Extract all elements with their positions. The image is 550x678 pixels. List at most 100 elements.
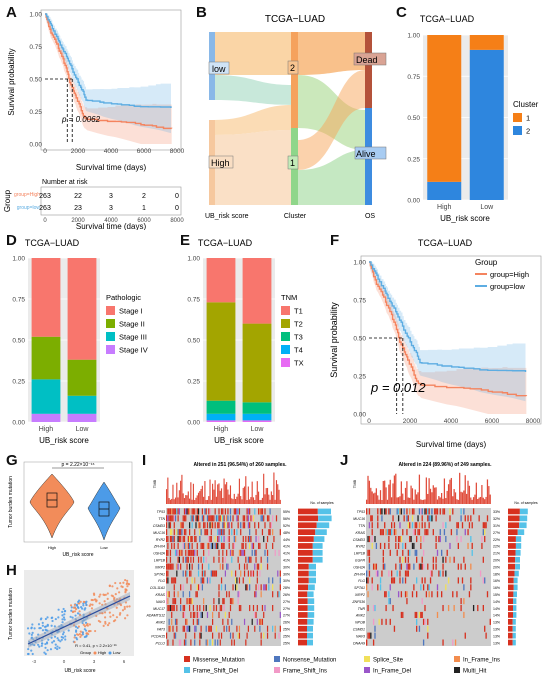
gene-label: DNAH9 — [353, 641, 365, 645]
mutation-cell — [422, 549, 425, 556]
tmb-bar — [242, 487, 244, 504]
y-tick-label: 1.00 — [12, 256, 25, 263]
mutation-cell — [445, 522, 447, 529]
mutation-cell — [223, 598, 225, 605]
mutation-cell — [169, 563, 172, 570]
mutation-cell — [218, 611, 220, 618]
scatter-point — [126, 614, 129, 617]
mutation-cell — [251, 515, 253, 522]
mutation-cell — [185, 556, 187, 563]
mutation-cell — [238, 605, 241, 612]
side-bar — [307, 632, 313, 639]
tmb-bar — [169, 499, 171, 504]
scatter-point — [40, 617, 43, 620]
mutation-cell — [393, 522, 396, 529]
side-bar — [298, 563, 309, 570]
mutation-cell — [177, 536, 179, 543]
chart-c-legend: 12 — [513, 113, 530, 136]
y-tick-label: 0.75 — [29, 44, 42, 51]
panel-label-f: F — [330, 232, 340, 249]
mutation-cell — [403, 515, 405, 522]
mutation-cell — [242, 515, 244, 522]
mutation-cell — [231, 618, 233, 625]
gene-label: TTN — [158, 517, 165, 521]
y-tick-label: 0.00 — [12, 420, 25, 427]
mutation-cell — [168, 625, 170, 632]
side-bar — [513, 591, 517, 598]
mutation-cell — [186, 508, 188, 515]
mutation-cell — [166, 549, 168, 556]
tmb-bar — [418, 474, 421, 504]
scatter-point — [119, 581, 122, 585]
mutation-cell — [386, 529, 389, 536]
chart-c-legend-title: Cluster — [513, 100, 539, 109]
mutation-cell — [274, 625, 276, 632]
mutation-cell — [442, 570, 444, 577]
mutation-cell — [259, 570, 261, 577]
mutation-cell — [424, 605, 426, 612]
mutation-cell — [194, 549, 196, 556]
mutation-cell — [379, 542, 382, 549]
mutation-cell — [453, 605, 455, 612]
bar-segment — [206, 302, 236, 401]
scatter-point — [84, 607, 87, 610]
mutation-cell — [199, 529, 201, 536]
mutation-cell — [218, 549, 220, 556]
mutation-cell — [232, 584, 234, 591]
side-bar — [513, 605, 517, 611]
mutation-cell — [367, 577, 369, 584]
mutation-cell — [432, 529, 434, 536]
mutation-cell — [212, 639, 214, 646]
onco-legend-label: Splice_Site — [373, 658, 404, 664]
mutation-cell — [191, 549, 193, 556]
tmb-bar — [173, 499, 175, 504]
mutation-cell — [389, 618, 391, 625]
scatter-point — [63, 618, 66, 621]
mutation-cell — [220, 584, 223, 591]
gene-label: LRP1B — [154, 558, 166, 562]
mutation-cell — [169, 536, 172, 543]
scatter-point — [73, 641, 76, 644]
bar-segment — [242, 258, 272, 324]
mutation-cell — [467, 529, 469, 536]
mutation-cell — [194, 625, 196, 632]
mutation-cell — [203, 522, 205, 529]
gene-pct: 31% — [493, 524, 500, 528]
mutation-cell — [246, 515, 248, 522]
mutation-cell — [201, 508, 203, 515]
mutation-cell — [185, 508, 187, 515]
mutation-cell — [447, 605, 450, 612]
mutation-cell — [445, 570, 447, 577]
scatter-point — [45, 625, 48, 628]
chart-d-title: TCGA−LUAD — [25, 238, 80, 248]
scatter-point — [74, 629, 78, 632]
tmb-bar — [203, 496, 205, 504]
scatter-point — [112, 614, 115, 617]
mutation-cell — [183, 515, 186, 522]
side-bar — [298, 612, 308, 618]
mutation-cell — [427, 584, 429, 591]
mutation-cell — [196, 508, 198, 515]
tmb-bar — [466, 493, 468, 504]
gene-pct: 30% — [283, 572, 290, 576]
mutation-cell — [178, 556, 180, 563]
km-small-bands — [45, 14, 172, 144]
x-tick-label: 8000 — [170, 148, 185, 155]
mutation-cell — [167, 570, 169, 577]
mutation-cell — [449, 542, 451, 549]
scatter-point — [30, 633, 33, 636]
mutation-cell — [223, 605, 225, 612]
tmb-bar — [438, 496, 440, 504]
onco-legend-label: Multi_Hit — [463, 669, 487, 675]
tmb-bar — [489, 494, 491, 504]
mutation-cell — [413, 529, 415, 536]
mutation-cell — [172, 577, 174, 584]
mutation-cell — [247, 625, 249, 632]
mutation-cell — [199, 584, 201, 591]
legend-label: Stage II — [119, 320, 145, 329]
mutation-cell — [222, 618, 224, 625]
mutation-cell — [214, 508, 216, 515]
tmb-bar — [472, 497, 475, 504]
scatter-point — [61, 618, 64, 621]
mutation-cell — [227, 515, 229, 522]
